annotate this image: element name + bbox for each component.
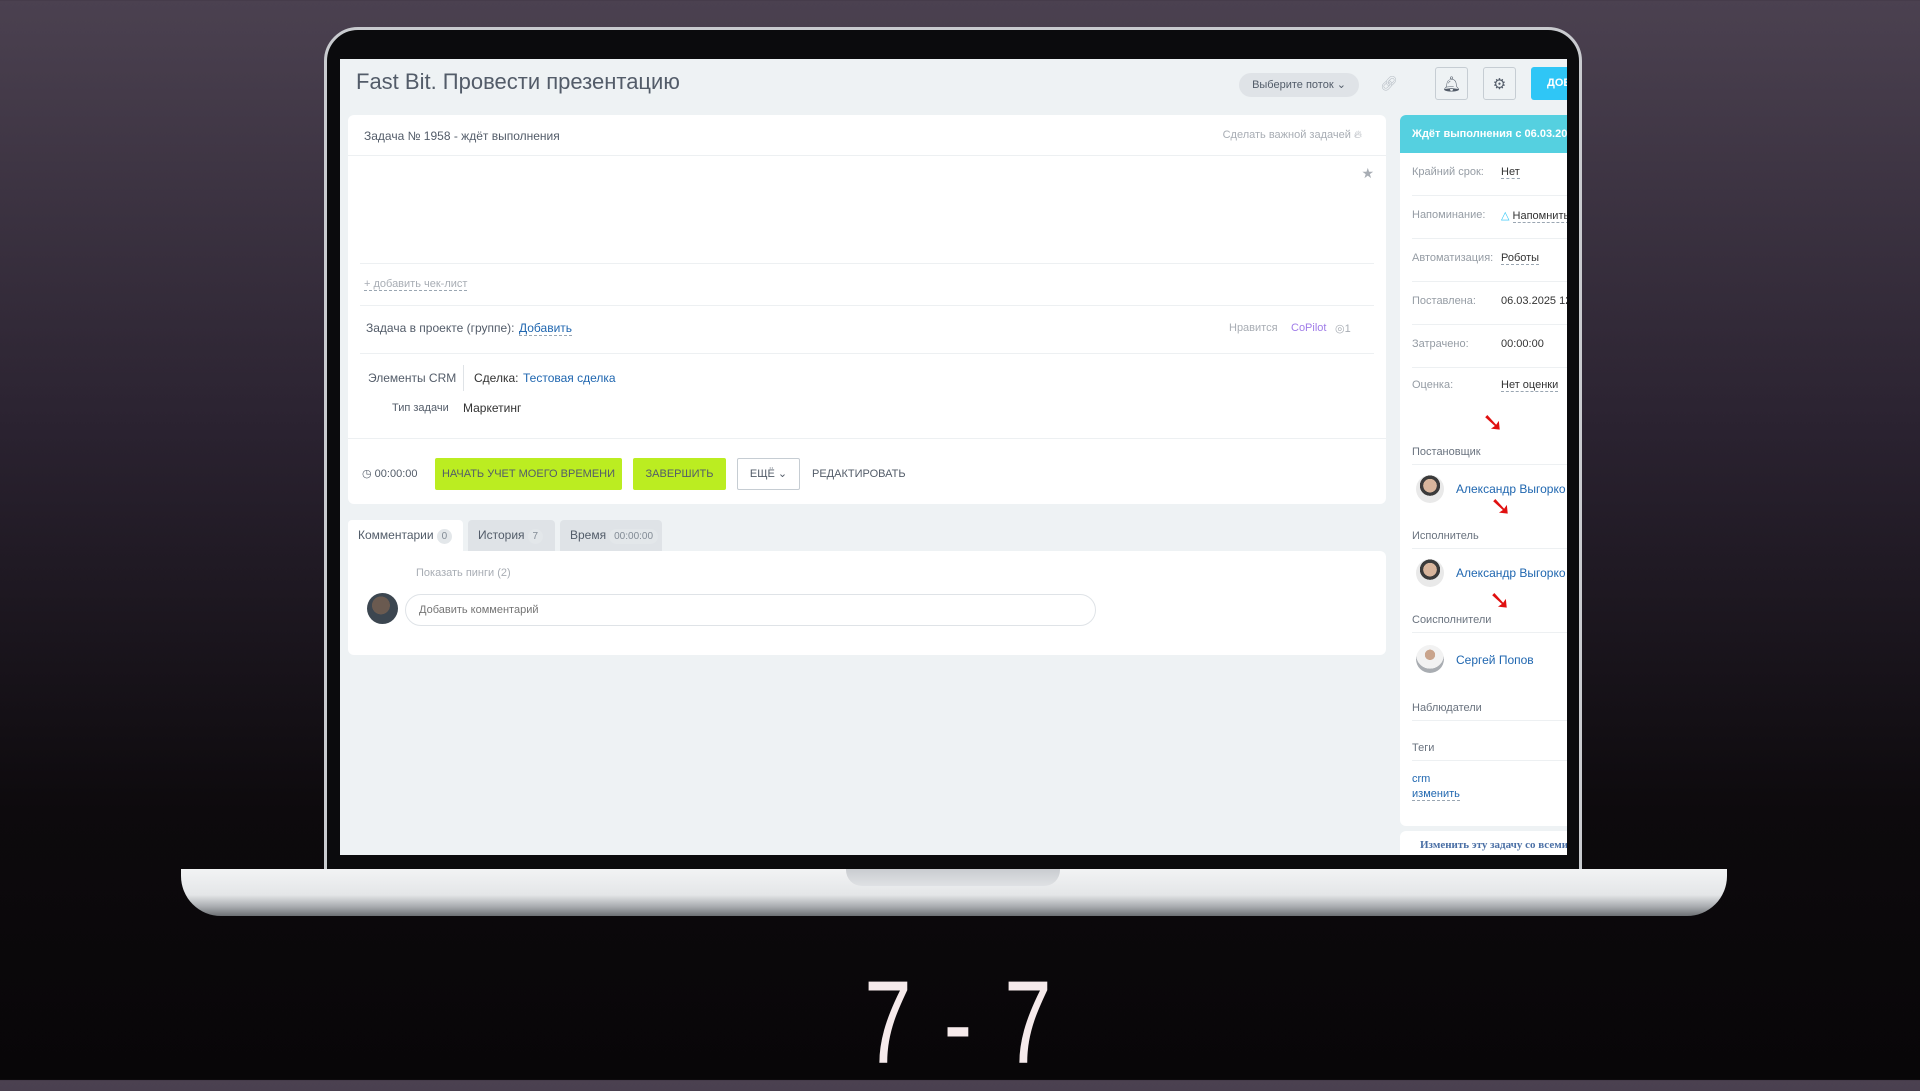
crm-label: Элементы CRM [368, 371, 457, 385]
laptop-screen: Fast Bit. Провести презентацию Выберите … [340, 59, 1567, 855]
tags-label: Теги [1412, 742, 1435, 754]
time-spent-value: 00:00:00 [1501, 338, 1544, 350]
tab-label: Время [570, 528, 607, 542]
deal-link[interactable]: Тестовая сделка [523, 371, 616, 385]
notification-button[interactable]: 🔔︎ [1435, 67, 1468, 100]
creator-link[interactable]: Александр Выгорко [1456, 482, 1566, 496]
add-button[interactable]: ДОБ [1531, 67, 1567, 100]
more-label: ЕЩЁ [749, 468, 775, 480]
field-label: Напоминание: [1412, 209, 1486, 221]
tags-change-link[interactable]: изменить [1412, 788, 1460, 801]
task-card: Задача № 1958 - ждёт выполнения Сделать … [348, 115, 1386, 504]
views-count: ◎1 [1335, 322, 1351, 335]
copilot-button[interactable]: CoPilot [1291, 322, 1327, 334]
avatar [1416, 559, 1444, 587]
show-pings-link[interactable]: Показать пинги (2) [416, 567, 511, 579]
deadline-value[interactable]: Нет [1501, 166, 1520, 179]
red-arrow-icon: ➘ [1482, 407, 1504, 437]
status-badge: Ждёт выполнения с 06.03.2025 [1400, 115, 1567, 153]
gear-icon: ⚙ [1492, 75, 1507, 93]
accomplice-link[interactable]: Сергей Попов [1456, 653, 1534, 667]
tab-count: 0 [436, 529, 453, 544]
red-arrow-icon: ➘ [1489, 585, 1511, 615]
eye-icon: ◎ [1335, 323, 1345, 335]
avatar [1416, 475, 1444, 503]
project-label: Задача в проекте (группе): [366, 321, 515, 335]
timer: ◷ 00:00:00 [362, 467, 418, 480]
task-status-line: Задача № 1958 - ждёт выполнения [364, 129, 560, 143]
task-sidebar: Ждёт выполнения с 06.03.2025 Крайний сро… [1400, 115, 1567, 826]
project-add-link[interactable]: Добавить [519, 321, 573, 336]
chevron-down-icon: ⌄ [1336, 79, 1346, 91]
chevron-down-icon: ⌄ [777, 468, 788, 480]
avatar [1416, 645, 1444, 673]
tab-count: 7 [527, 529, 544, 544]
tab-comments[interactable]: Комментарии 0 [348, 520, 463, 551]
make-important-button[interactable]: Сделать важной задачей 🔥︎ [1223, 129, 1362, 142]
automation-value[interactable]: Роботы [1501, 252, 1540, 265]
bell-icon: 🔔︎ [1441, 75, 1462, 93]
field-label: Затрачено: [1412, 338, 1469, 350]
timer-value: 00:00:00 [374, 468, 418, 480]
more-button[interactable]: ЕЩЁ ⌄ [737, 458, 800, 490]
add-checklist-link[interactable]: + добавить чек-лист [364, 278, 468, 291]
responsible-link[interactable]: Александр Выгорко [1456, 566, 1566, 580]
like-button[interactable]: Нравится [1229, 322, 1278, 334]
views-value: 1 [1344, 323, 1351, 335]
task-type-value: Маркетинг [463, 401, 522, 415]
field-label: Крайний срок: [1412, 166, 1484, 178]
make-important-label: Сделать важной задачей [1222, 129, 1351, 141]
tab-count: 00:00:00 [609, 529, 659, 544]
star-icon[interactable]: ★ [1361, 165, 1374, 181]
tab-label: Комментарии [358, 528, 434, 542]
observers-label: Наблюдатели [1412, 702, 1482, 714]
edit-all-link[interactable]: Изменить эту задачу со всеми по [1420, 839, 1567, 851]
red-arrow-icon: ➘ [1490, 491, 1512, 521]
bottom-card: Изменить эту задачу со всеми по [1400, 831, 1567, 855]
start-time-button[interactable]: НАЧАТЬ УЧЕТ МОЕГО ВРЕМЕНИ [435, 458, 622, 490]
slide-counter: 7 - 7 [864, 957, 1056, 1089]
settings-button[interactable]: ⚙ [1483, 67, 1516, 100]
bell-icon: △ [1501, 210, 1510, 222]
flame-icon: 🔥︎ [1353, 129, 1362, 141]
field-label: Оценка: [1412, 379, 1454, 391]
reminder-label: Напомнить [1512, 210, 1567, 223]
page-title: Fast Bit. Провести презентацию [356, 69, 680, 94]
edit-button[interactable]: РЕДАКТИРОВАТЬ [812, 468, 906, 480]
comment-input[interactable] [405, 594, 1096, 626]
tag-crm[interactable]: crm [1412, 773, 1431, 785]
estimate-value[interactable]: Нет оценки [1501, 379, 1559, 392]
flow-select-label: Выберите поток [1252, 79, 1334, 91]
tab-label: История [478, 528, 525, 542]
tab-history[interactable]: История 7 [468, 520, 555, 551]
laptop-notch [846, 869, 1060, 886]
task-type-label: Тип задачи [392, 402, 449, 414]
link-icon[interactable]: 🔗︎ [1380, 75, 1398, 91]
field-label: Поставлена: [1412, 295, 1476, 307]
avatar [367, 593, 398, 624]
created-value: 06.03.2025 12 [1501, 295, 1567, 307]
clock-icon: ◷ [362, 468, 372, 480]
complete-button[interactable]: ЗАВЕРШИТЬ [633, 458, 726, 490]
responsible-label: Исполнитель [1412, 530, 1479, 542]
field-label: Автоматизация: [1412, 252, 1494, 264]
tab-time[interactable]: Время 00:00:00 [560, 520, 662, 551]
comments-card: Показать пинги (2) [348, 551, 1386, 655]
reminder-value[interactable]: △ Напомнить [1501, 209, 1567, 223]
accomplices-label: Соисполнители [1412, 614, 1492, 626]
flow-select[interactable]: Выберите поток ⌄ [1239, 73, 1359, 97]
creator-label: Постановщик [1412, 446, 1481, 458]
deal-label: Сделка: [474, 371, 519, 385]
